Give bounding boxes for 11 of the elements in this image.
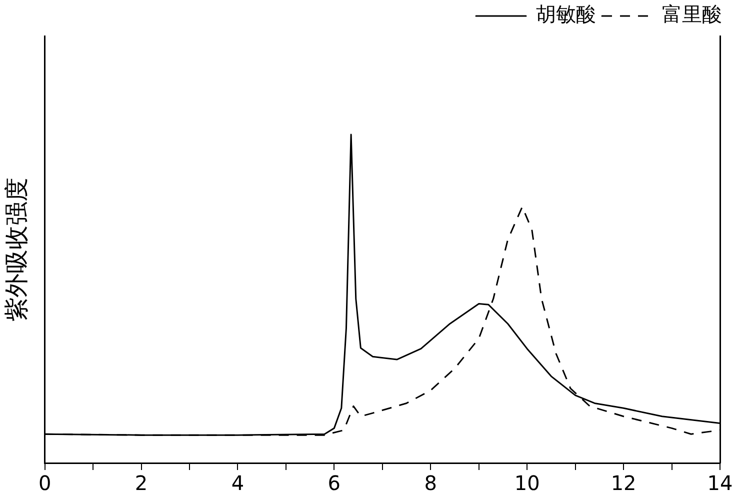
x-tick-label: 12 [610,471,636,496]
x-tick-label: 10 [514,471,540,496]
x-tick-label: 0 [38,471,52,496]
legend-label: 胡敏酸 [536,2,596,26]
x-tick-label: 6 [328,471,341,496]
legend-label: 富里酸 [662,2,722,26]
x-tick-label: 2 [134,471,148,496]
x-tick-label: 14 [707,471,733,496]
x-tick-label: 4 [231,471,244,496]
x-tick-label: 8 [424,471,437,496]
y-axis-title: 紫外吸收强度 [2,178,31,322]
